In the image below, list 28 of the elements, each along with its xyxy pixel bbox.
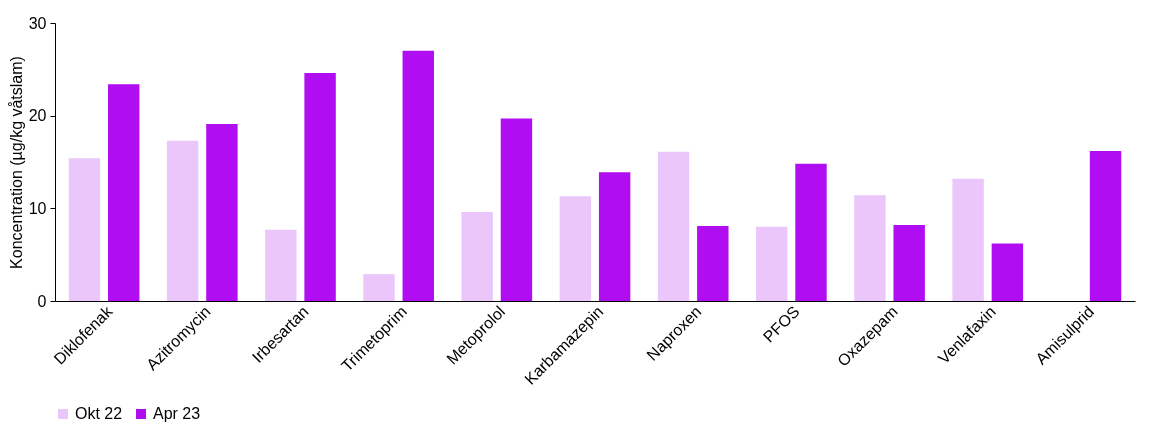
y-axis-title: Koncentration (µg/kg våtslam)	[7, 56, 25, 269]
bar	[108, 84, 140, 301]
y-tick-label: 30	[28, 14, 47, 32]
bar	[657, 151, 690, 301]
legend-label: Apr 23	[153, 405, 201, 422]
bar	[402, 50, 434, 301]
legend-label: Okt 22	[75, 405, 123, 422]
y-tick-label: 20	[28, 107, 47, 125]
bar	[756, 226, 788, 301]
bar	[893, 225, 925, 301]
bar	[206, 124, 238, 301]
bar	[854, 195, 886, 301]
bar	[1089, 150, 1122, 301]
bar	[795, 163, 827, 301]
bar	[991, 243, 1024, 301]
bar	[461, 212, 493, 301]
y-tick-label: 0	[37, 292, 47, 310]
bar	[500, 118, 533, 301]
bar	[697, 225, 729, 301]
bar	[304, 73, 336, 301]
bar	[166, 140, 199, 301]
bar	[559, 196, 592, 301]
bar	[952, 178, 984, 301]
bar	[363, 274, 395, 301]
bar	[598, 172, 631, 301]
bar	[265, 229, 297, 301]
y-tick-label: 10	[28, 199, 47, 217]
bar	[68, 158, 101, 301]
